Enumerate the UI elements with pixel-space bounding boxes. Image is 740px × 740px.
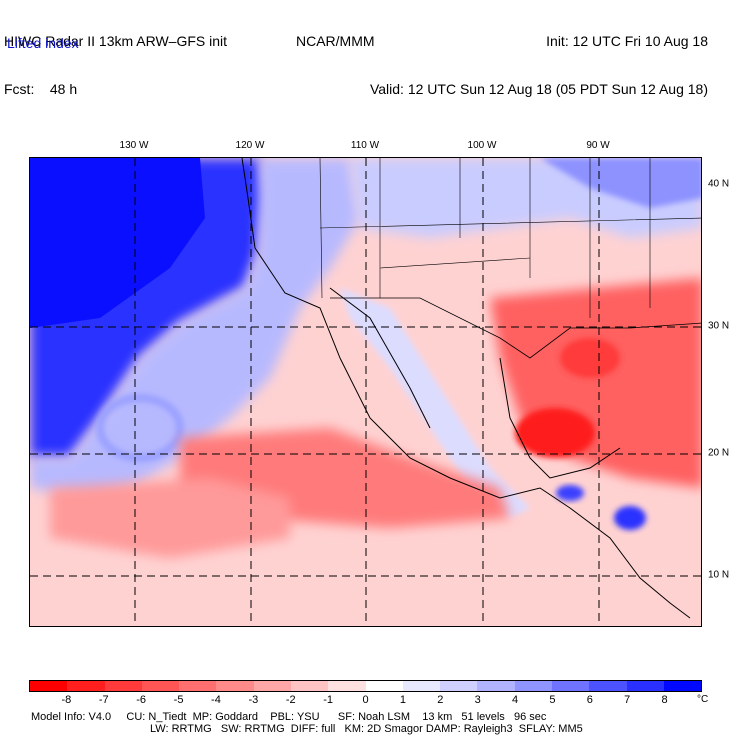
lat-label: 20 N (708, 447, 730, 459)
color-scale-segment (104, 681, 142, 691)
lon-label: 90 W (586, 140, 610, 151)
color-scale-segment (216, 681, 254, 691)
color-scale-bar (29, 680, 702, 692)
color-scale-tick: 8 (661, 694, 668, 706)
color-scale-segment (551, 681, 590, 691)
lat-label: 40 N (708, 178, 730, 190)
color-scale-unit: °C (697, 694, 709, 705)
model-title: HIWC Radar II 13km ARW–GFS init (4, 33, 228, 49)
color-scale-tick: 3 (474, 694, 481, 706)
color-scale-tick: 5 (549, 694, 556, 706)
model-info-line: Model Info: V4.0 CU: N_Tiedt MP: Goddard… (31, 711, 547, 723)
color-scale-tick: -3 (248, 694, 259, 706)
color-scale-tick: 0 (362, 694, 369, 706)
color-scale-tick: -8 (61, 694, 72, 706)
lat-label: 10 N (708, 569, 730, 581)
color-scale-tick: -2 (285, 694, 296, 706)
color-scale-segment (365, 681, 403, 691)
color-scale-segment (477, 681, 515, 691)
color-scale-segment (290, 681, 329, 691)
color-scale-segment (253, 681, 291, 691)
color-scale-segment (179, 681, 217, 691)
color-scale-tick: -5 (173, 694, 184, 706)
header-right: Init: 12 UTC Fri 10 Aug 18 Valid: 12 UTC… (370, 1, 708, 113)
color-scale-segment (514, 681, 552, 691)
lon-label: 110 W (350, 140, 380, 151)
valid-time: Valid: 12 UTC Sun 12 Aug 18 (05 PDT Sun … (369, 81, 708, 97)
color-scale-tick: 1 (399, 694, 406, 706)
color-scale-segment (440, 681, 478, 691)
color-scale-tick: 2 (437, 694, 444, 706)
color-scale-tick: -4 (211, 694, 221, 706)
field-name: Lifted index (7, 35, 79, 51)
map-panel[interactable] (29, 157, 702, 627)
color-scale-segment (328, 681, 366, 691)
color-scale-segment (626, 681, 664, 691)
physics-info-line: LW: RRTMG SW: RRTMG DIFF: full KM: 2D Sm… (150, 723, 583, 735)
color-scale-segment (402, 681, 441, 691)
color-scale-segment (589, 681, 627, 691)
lon-label: 130 W (119, 140, 149, 151)
init-time: Init: 12 UTC Fri 10 Aug 18 (546, 33, 708, 49)
color-scale-segment (141, 681, 180, 691)
color-scale-segment (67, 681, 105, 691)
lon-label: 100 W (467, 140, 497, 151)
color-scale-tick: 7 (624, 694, 631, 706)
color-scale-segment (663, 681, 702, 691)
lifted-index-map (30, 158, 701, 626)
forecast-hour: Fcst: 48 h (4, 81, 78, 97)
color-scale-segment (30, 681, 68, 691)
color-scale-tick: -6 (136, 694, 147, 706)
lat-label: 30 N (708, 320, 730, 332)
color-scale-tick: 6 (586, 694, 593, 706)
header-left: HIWC Radar II 13km ARW–GFS init Fcst: 48… (4, 1, 227, 113)
color-scale-tick: -1 (323, 694, 333, 706)
lon-label: 120 W (235, 140, 265, 151)
color-scale-tick: 4 (511, 694, 519, 706)
color-scale-tick: -7 (98, 694, 109, 706)
header-mid: NCAR/MMM (296, 1, 375, 65)
producer-label: NCAR/MMM (296, 33, 375, 49)
